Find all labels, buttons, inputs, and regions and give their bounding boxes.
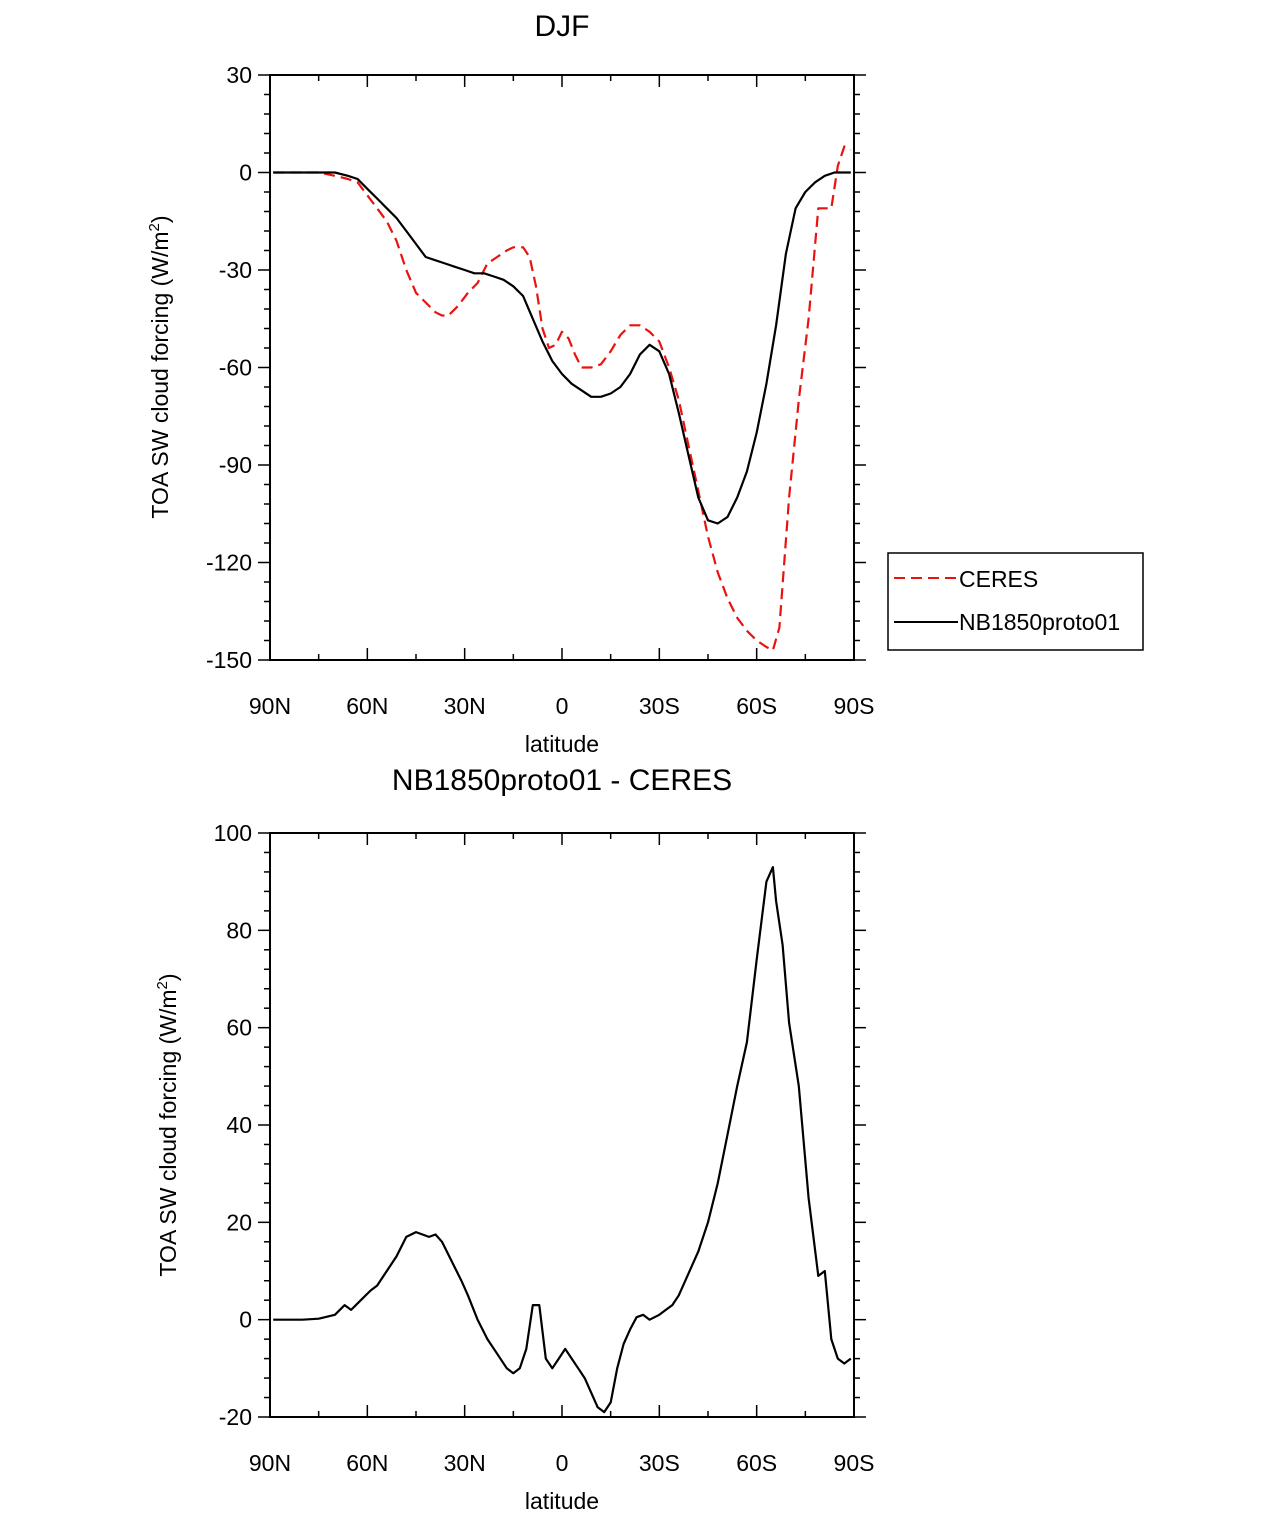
x-tick-label: 60N <box>346 1450 388 1476</box>
top-panel: DJF 90N 60N 30N 0 30S 60S 90S 30 0 -30 -60 -90 -120 -… <box>146 10 1144 757</box>
y-tick-label: -30 <box>219 257 252 283</box>
top-panel-y-axis-label: TOA SW cloud forcing (W/m2) <box>146 215 173 518</box>
y-tick-label: 100 <box>214 820 252 846</box>
x-tick-label: 30N <box>444 693 486 719</box>
series-line-nb1850proto01 <box>273 171 851 525</box>
top-panel-y-axis-label-sup: 2 <box>146 223 163 231</box>
legend: CERES NB1850proto01 <box>887 552 1144 651</box>
x-tick-label: 0 <box>556 693 569 719</box>
y-tick-label: 60 <box>226 1015 252 1041</box>
x-tick-label: 90N <box>249 1450 291 1476</box>
legend-box <box>887 552 1144 651</box>
y-tick-label: 20 <box>226 1209 252 1235</box>
series-line-ceres <box>273 145 852 652</box>
x-tick-label: 90N <box>249 693 291 719</box>
y-tick-label: 40 <box>226 1112 252 1138</box>
bottom-panel-frame <box>269 832 855 1418</box>
top-panel-ticks: 90N 60N 30N 0 30S 60S 90S 30 0 -30 -60 -90 -120 -150 <box>206 62 875 719</box>
x-tick-label: 60S <box>736 693 777 719</box>
y-tick-label: -60 <box>219 355 252 381</box>
x-tick-label: 30N <box>444 1450 486 1476</box>
y-tick-label: 30 <box>226 62 252 88</box>
y-tick-label: 0 <box>239 1307 252 1333</box>
x-tick-label: 60S <box>736 1450 777 1476</box>
x-tick-label: 30S <box>639 693 680 719</box>
x-tick-label: 60N <box>346 693 388 719</box>
legend-label-nb1850proto01: NB1850proto01 <box>959 609 1120 635</box>
bottom-panel-y-axis-label-close: ) <box>155 973 181 981</box>
top-panel-frame <box>269 74 855 661</box>
bottom-panel-y-axis-label: TOA SW cloud forcing (W/m2) <box>154 973 181 1276</box>
bottom-panel-x-axis-label: latitude <box>525 1488 599 1514</box>
top-panel-x-axis-label: latitude <box>525 731 599 757</box>
y-tick-label: -20 <box>219 1404 252 1430</box>
top-panel-y-axis-label-main: TOA SW cloud forcing (W/m <box>147 231 173 518</box>
x-tick-label: 0 <box>556 1450 569 1476</box>
x-tick-label: 90S <box>834 1450 875 1476</box>
bottom-panel-title: NB1850proto01 - CERES <box>392 764 732 797</box>
legend-label-ceres: CERES <box>959 566 1038 592</box>
y-tick-label: -120 <box>206 550 252 576</box>
y-tick-label: 0 <box>239 160 252 186</box>
bottom-panel: NB1850proto01 - CERES 90N 60N 30N 0 30S 60S 90… <box>154 764 874 1514</box>
bottom-panel-y-axis-label-sup: 2 <box>154 981 171 989</box>
top-panel-y-axis-label-close: ) <box>147 215 173 223</box>
bottom-panel-series <box>273 865 852 1414</box>
bottom-panel-ticks: 90N 60N 30N 0 30S 60S 90S 100 80 60 40 20 0 -20 <box>214 820 875 1476</box>
y-tick-label: 80 <box>226 917 252 943</box>
top-panel-series <box>273 145 852 652</box>
x-tick-label: 30S <box>639 1450 680 1476</box>
y-tick-label: -90 <box>219 452 252 478</box>
series-line-difference <box>273 865 852 1414</box>
top-panel-title: DJF <box>535 10 590 43</box>
y-tick-label: -150 <box>206 647 252 673</box>
x-tick-label: 90S <box>834 693 875 719</box>
bottom-panel-y-axis-label-main: TOA SW cloud forcing (W/m <box>155 989 181 1276</box>
